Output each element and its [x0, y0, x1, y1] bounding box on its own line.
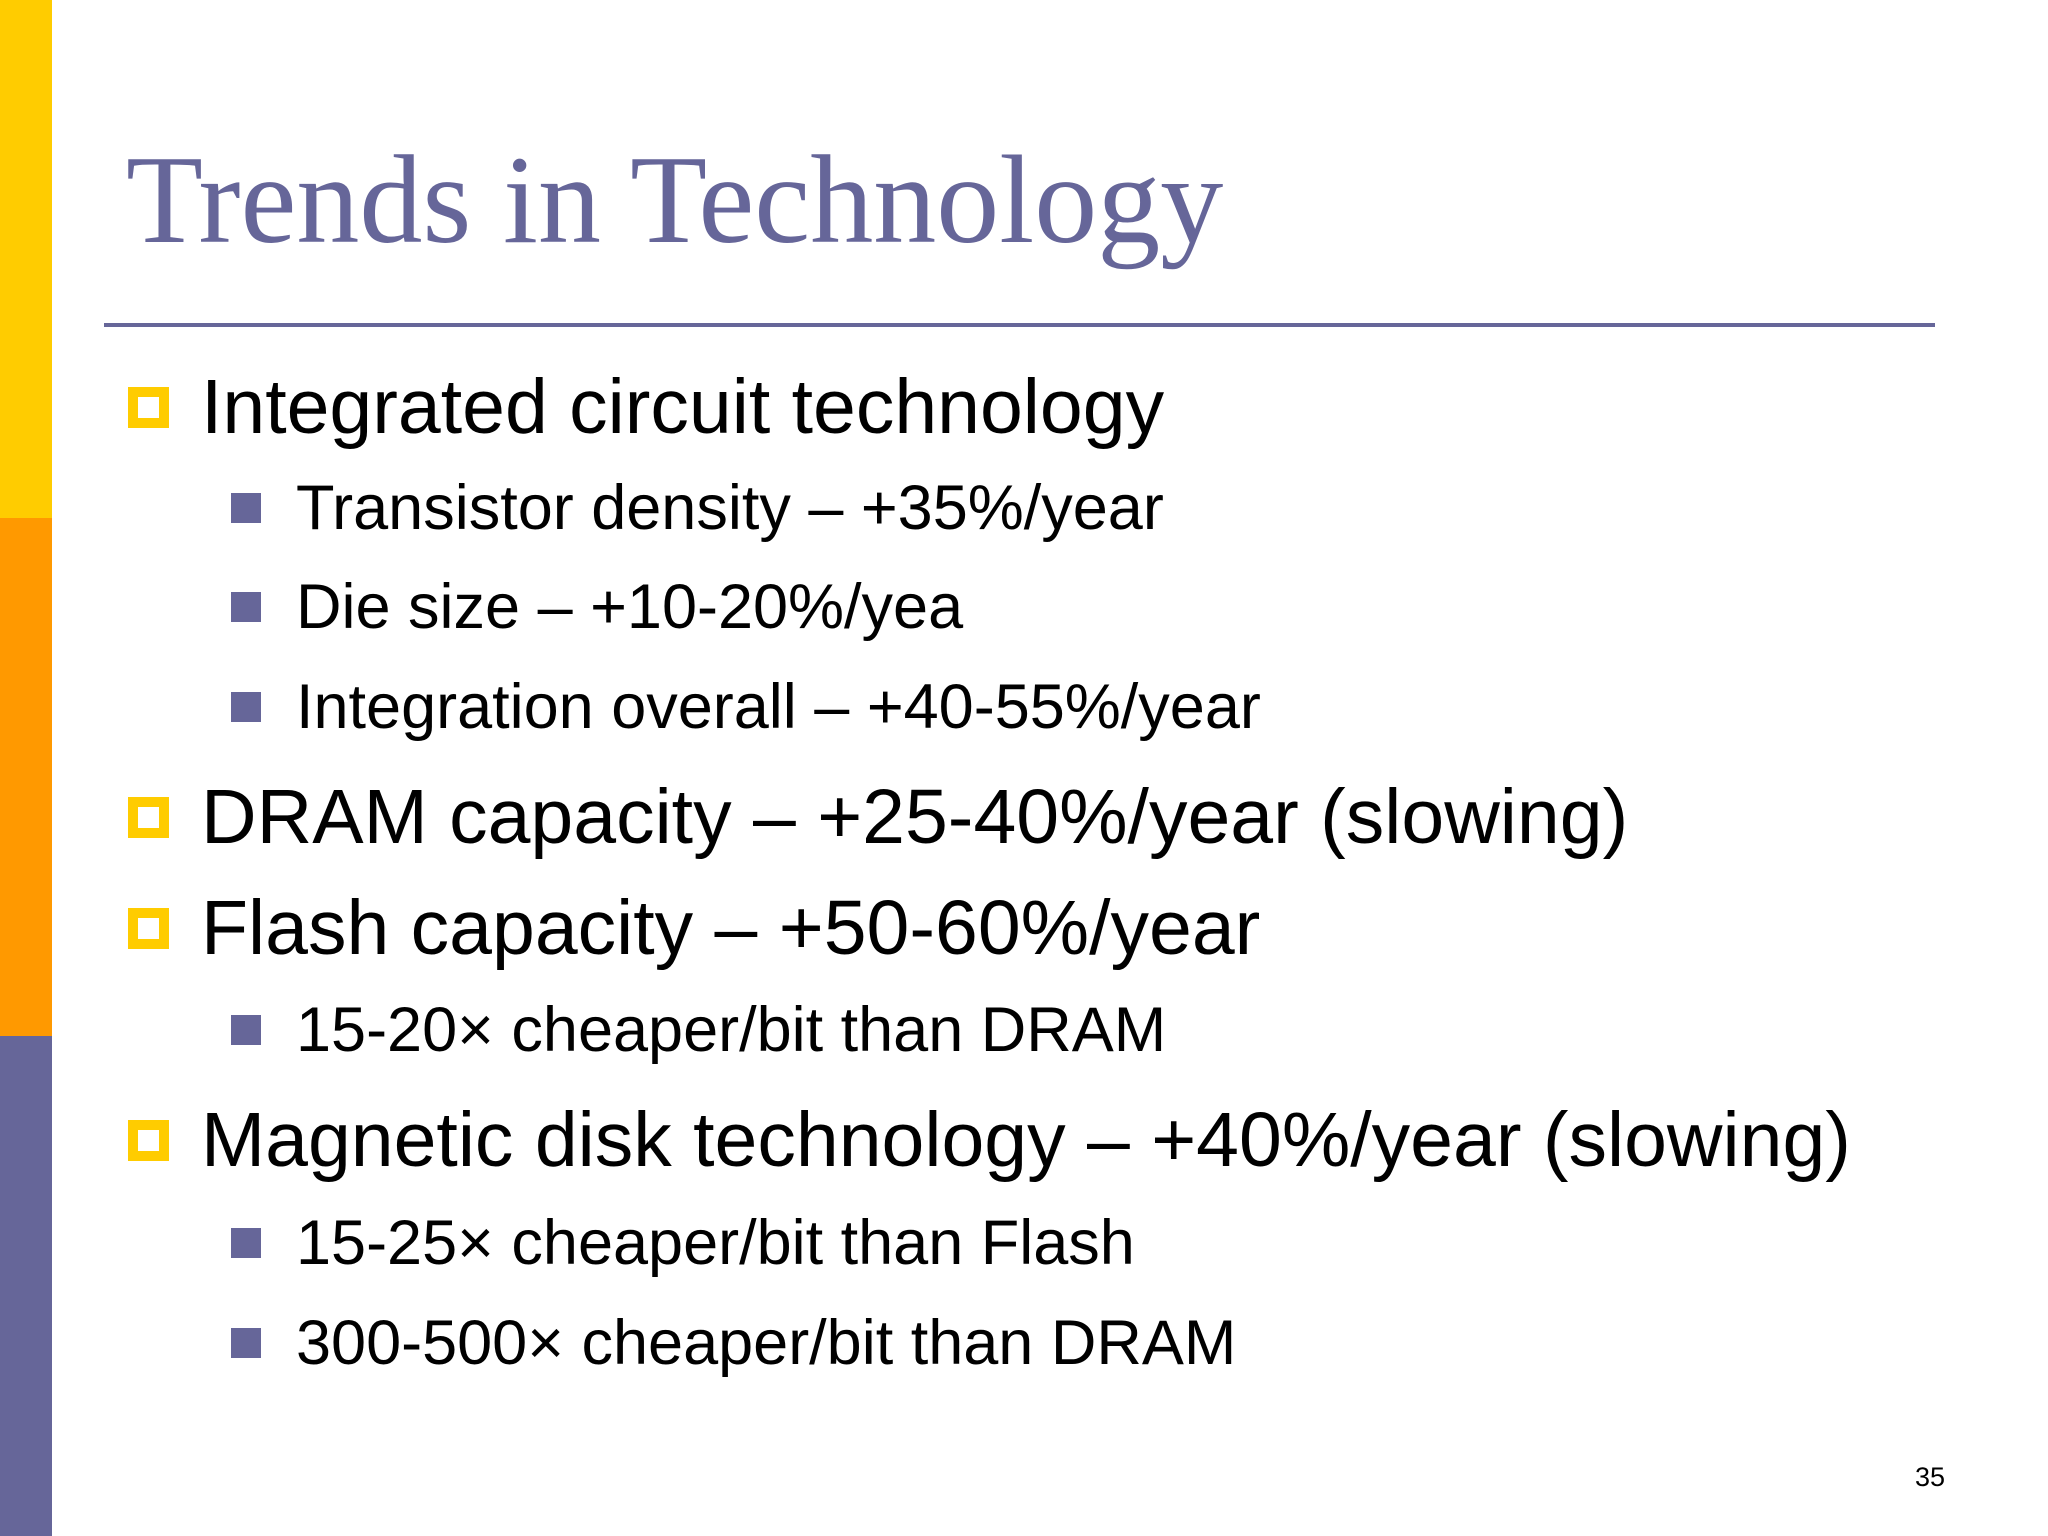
hollow-square-bullet-icon: [128, 1119, 169, 1161]
bullet-text: Magnetic disk technology – +40%/year (sl…: [201, 1096, 1851, 1183]
sub-bullet-item: Die size – +10-20%/yea: [231, 567, 963, 647]
bullet-item: Flash capacity – +50-60%/year: [128, 880, 1260, 976]
bullet-text: Flash capacity – +50-60%/year: [201, 884, 1261, 971]
bullet-text: DRAM capacity – +25-40%/year (slowing): [201, 773, 1629, 860]
bullet-item: DRAM capacity – +25-40%/year (slowing): [128, 769, 1628, 865]
side-bar-yellow: [0, 0, 52, 518]
sub-bullet-text: Die size – +10-20%/yea: [296, 572, 964, 642]
sub-bullet-item: 15-20× cheaper/bit than DRAM: [231, 990, 1166, 1070]
filled-square-bullet-icon: [231, 692, 261, 722]
filled-square-bullet-icon: [231, 592, 261, 622]
filled-square-bullet-icon: [231, 1015, 261, 1045]
side-bar-orange: [0, 518, 52, 1036]
sub-bullet-item: Transistor density – +35%/year: [231, 468, 1164, 548]
bullet-item: Integrated circuit technology: [128, 359, 1164, 455]
side-bar-purple: [0, 1036, 52, 1536]
hollow-square-bullet-icon: [128, 796, 169, 838]
sub-bullet-text: Integration overall – +40-55%/year: [296, 672, 1261, 742]
filled-square-bullet-icon: [231, 1328, 261, 1358]
sub-bullet-item: 300-500× cheaper/bit than DRAM: [231, 1303, 1236, 1383]
sub-bullet-text: Transistor density – +35%/year: [296, 473, 1164, 543]
page-number: 35: [1914, 1462, 1945, 1492]
hollow-square-bullet-icon: [128, 907, 169, 949]
bullet-item: Magnetic disk technology – +40%/year (sl…: [128, 1092, 1851, 1188]
filled-square-bullet-icon: [231, 493, 261, 523]
sub-bullet-text: 15-25× cheaper/bit than Flash: [296, 1208, 1135, 1278]
bullet-text: Integrated circuit technology: [201, 363, 1165, 450]
filled-square-bullet-icon: [231, 1228, 261, 1258]
sub-bullet-text: 300-500× cheaper/bit than DRAM: [296, 1308, 1237, 1378]
title-divider: [104, 323, 1935, 327]
slide-title: Trends in Technology: [126, 131, 1224, 270]
sub-bullet-text: 15-20× cheaper/bit than DRAM: [296, 995, 1167, 1065]
sub-bullet-item: 15-25× cheaper/bit than Flash: [231, 1203, 1135, 1283]
hollow-square-bullet-icon: [128, 386, 169, 428]
sub-bullet-item: Integration overall – +40-55%/year: [231, 667, 1261, 747]
